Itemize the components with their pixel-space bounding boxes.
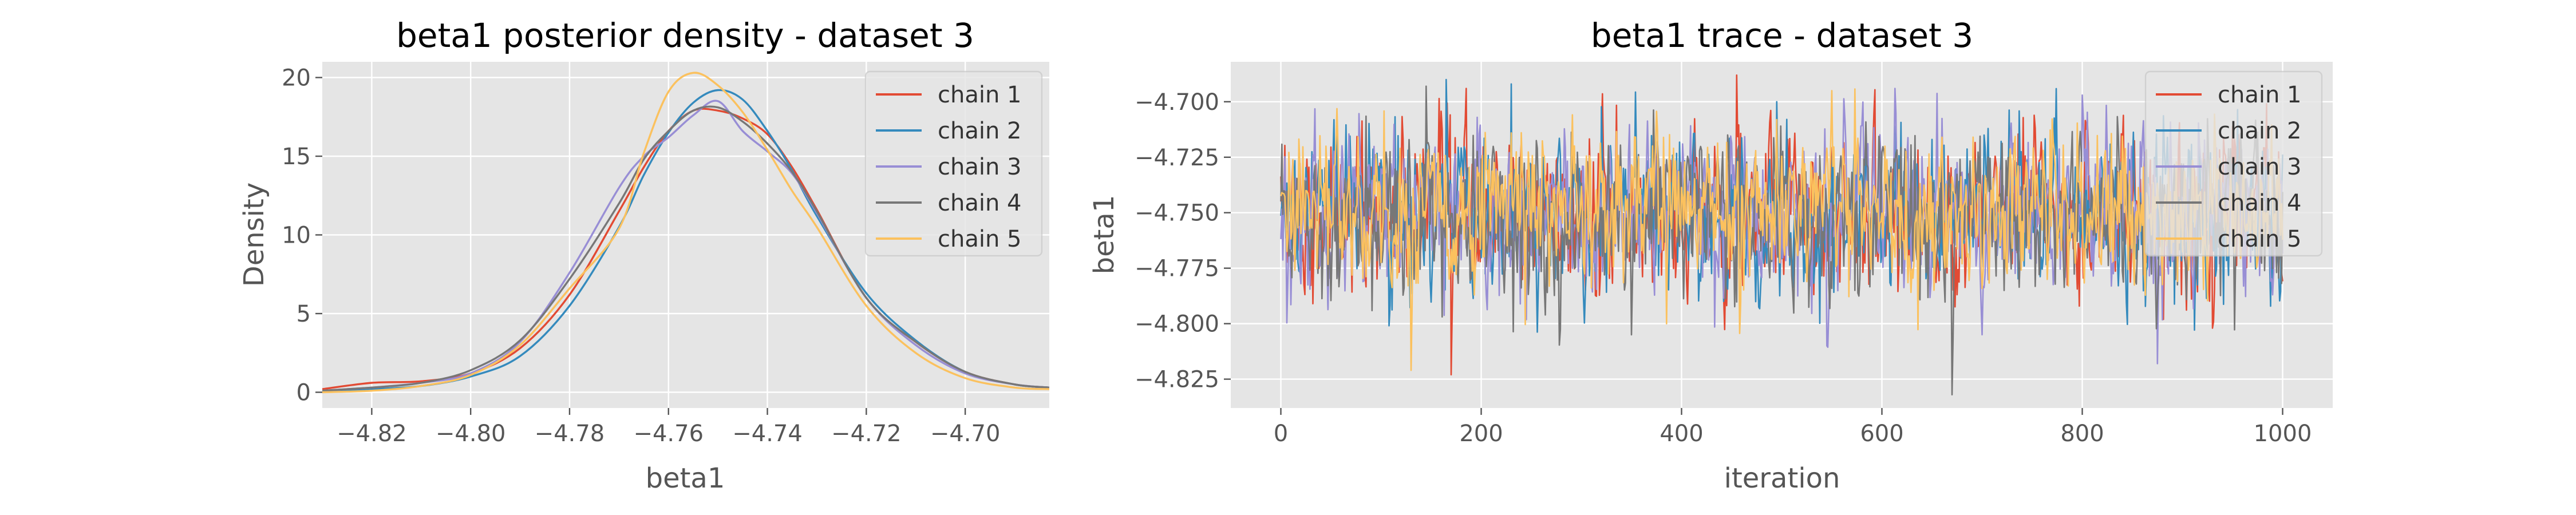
trace-legend-label: chain 4 (2218, 190, 2301, 216)
trace-chart-title: beta1 trace - dataset 3 (1591, 16, 1973, 55)
density-legend-label: chain 4 (938, 190, 1021, 216)
density-legend-frame (864, 70, 1043, 257)
density-legend-label: chain 5 (938, 226, 1021, 252)
density-y-tick-label: 15 (282, 144, 311, 170)
density-legend-label: chain 2 (938, 118, 1021, 144)
density-series-line-chain-3 (322, 100, 1049, 392)
trace-x-tick-label: 600 (1860, 421, 1903, 447)
trace-series-line-chain-5 (1280, 88, 2283, 371)
density-chart-title: beta1 posterior density - dataset 3 (396, 16, 974, 55)
density-series (322, 72, 1049, 394)
density-y-tick-label: 0 (297, 380, 311, 406)
density-legend-label: chain 1 (938, 82, 1021, 108)
trace-x-tick-label: 400 (1660, 421, 1703, 447)
trace-legend-label: chain 3 (2218, 154, 2301, 180)
density-y-tick-label: 20 (282, 65, 311, 92)
trace-y-tick-label: −4.800 (1135, 311, 1219, 338)
trace-x-tick-label: 800 (2060, 421, 2104, 447)
trace-legend-label: chain 5 (2218, 226, 2301, 252)
trace-y-tick-label: −4.775 (1135, 256, 1219, 282)
trace-series (1280, 74, 2283, 395)
density-chart: beta1 posterior density - dataset 3 −4.8… (238, 16, 1049, 494)
density-series-line-chain-5 (322, 72, 1049, 394)
trace-x-tick-label: 1000 (2254, 421, 2312, 447)
density-x-tick-label: −4.76 (633, 421, 704, 447)
trace-x-axis-label: iteration (1724, 462, 1840, 494)
density-y-axis-label: Density (238, 183, 270, 287)
trace-legend: chain 1 chain 2 chain 3 chain 4 chain 5 (2144, 70, 2323, 257)
density-series-line-chain-2 (322, 89, 1049, 392)
density-x-tick-label: −4.80 (436, 421, 506, 447)
trace-y-tick-label: −4.750 (1135, 200, 1219, 227)
density-x-tick-label: −4.72 (831, 421, 902, 447)
density-x-axis-label: beta1 (646, 462, 725, 494)
density-x-tick-label: −4.74 (732, 421, 803, 447)
density-legend: chain 1 chain 2 chain 3 chain 4 chain 5 (864, 70, 1043, 257)
trace-x-tick-label: 0 (1274, 421, 1288, 447)
trace-ticks: 0 200 400 600 800 1000 −4.825 −4.800 −4.775 −4.75… (1135, 89, 2312, 447)
density-x-tick-label: −4.82 (337, 421, 407, 447)
density-x-tick-label: −4.78 (535, 421, 605, 447)
density-y-tick-label: 5 (297, 301, 311, 327)
density-legend-label: chain 3 (938, 154, 1021, 180)
trace-y-tick-label: −4.725 (1135, 145, 1219, 171)
trace-x-tick-label: 200 (1459, 421, 1503, 447)
density-x-tick-label: −4.70 (930, 421, 1001, 447)
trace-chart: beta1 trace - dataset 3 0 200 400 600 800 100… (1088, 16, 2333, 494)
density-ticks: −4.82 −4.80 −4.78 −4.76 −4.74 −4.72 −4.70 0 5 10 1… (282, 65, 1000, 447)
trace-y-tick-label: −4.700 (1135, 89, 1219, 116)
trace-y-axis-label: beta1 (1088, 195, 1120, 275)
trace-legend-frame (2144, 70, 2323, 257)
trace-y-tick-label: −4.825 (1135, 367, 1219, 393)
trace-legend-label: chain 1 (2218, 82, 2301, 108)
trace-legend-label: chain 2 (2218, 118, 2301, 144)
density-series-line-chain-4 (322, 105, 1049, 392)
density-y-tick-label: 10 (282, 223, 311, 249)
